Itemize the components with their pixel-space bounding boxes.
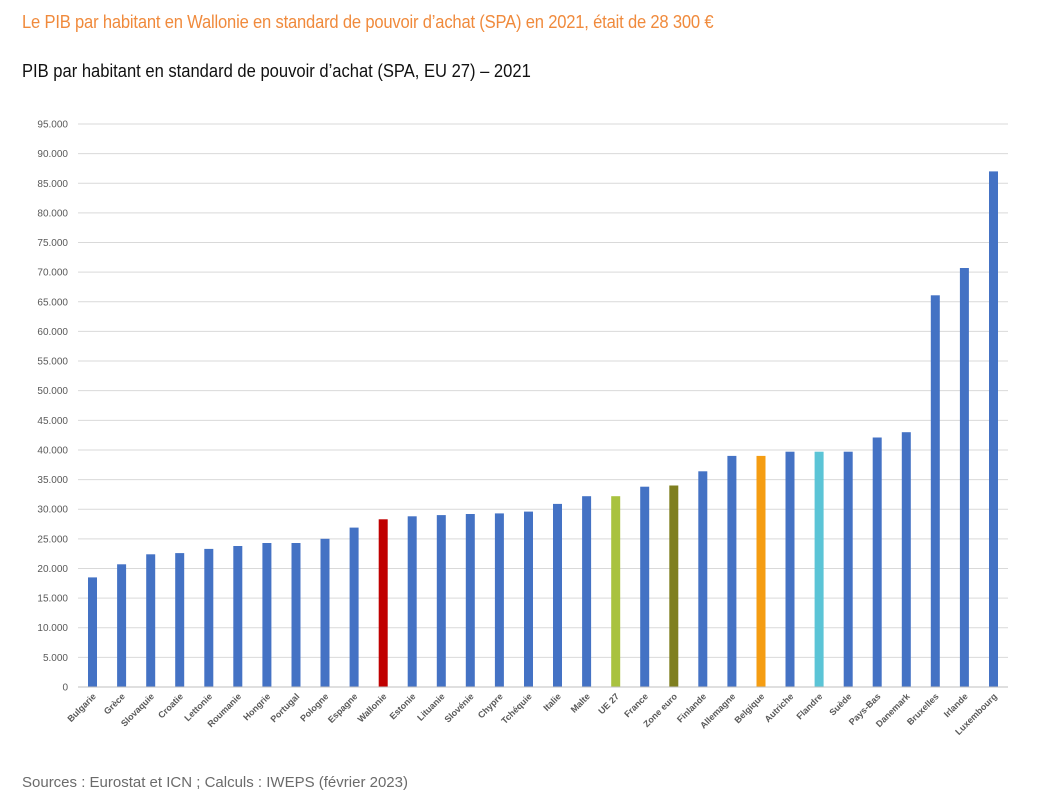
y-tick-label: 55.000 (37, 357, 68, 368)
bar-malte (582, 496, 592, 687)
bar-lituanie (436, 515, 446, 687)
x-tick-label: Flandre (794, 691, 824, 721)
bar-portugal (291, 543, 301, 687)
y-tick-label: 90.000 (37, 149, 68, 160)
x-tick-label: Espagne (326, 691, 360, 725)
x-tick-label: Italie (541, 691, 563, 713)
bar-suède (843, 451, 853, 687)
x-tick-label: Hongrie (241, 691, 272, 722)
x-tick-label: Grèce (102, 691, 127, 716)
bar-grèce (117, 564, 127, 687)
x-tick-label: Bruxelles (905, 691, 941, 727)
headline: Le PIB par habitant en Wallonie en stand… (22, 12, 714, 32)
y-tick-label: 60.000 (37, 327, 68, 338)
bar-flandre (814, 451, 824, 687)
source-note: Sources : Eurostat et ICN ; Calculs : IW… (22, 774, 408, 791)
bar-lettonie (204, 548, 214, 687)
gridlines (78, 123, 1008, 658)
bar-danemark (901, 432, 911, 687)
bar-italie (553, 503, 562, 687)
bar-luxembourg (989, 171, 998, 687)
x-tick-label: Chypre (476, 691, 505, 720)
bar-chypre (494, 513, 504, 687)
bar-estonie (407, 516, 417, 687)
y-tick-label: 35.000 (37, 475, 68, 486)
x-tick-label: Bulgarie (65, 691, 98, 724)
bars (88, 171, 998, 687)
x-tick-label: UE 27 (596, 691, 621, 716)
bar-chart: 0 5.000 10.000 15.000 20.000 25.000 30.000 35.0… (37, 120, 1008, 737)
y-tick-label: 30.000 (37, 505, 68, 516)
y-axis-ticks: 0 5.000 10.000 15.000 20.000 25.000 30.000 35.0… (37, 120, 68, 694)
y-tick-label: 15.000 (37, 594, 68, 605)
bar-tchéquie (524, 511, 533, 687)
x-tick-label: Estonie (388, 691, 418, 721)
chart-title: PIB par habitant en standard de pouvoir … (22, 61, 531, 81)
y-tick-label: 50.000 (37, 386, 68, 397)
bar-espagne (349, 527, 359, 687)
y-tick-label: 40.000 (37, 445, 68, 456)
y-tick-label: 20.000 (37, 564, 68, 575)
bar-zone-euro (669, 485, 679, 687)
bar-hongrie (262, 543, 272, 687)
x-tick-label: Croatie (156, 691, 185, 720)
bar-slovaquie (146, 554, 156, 687)
bar-wallonie (378, 519, 388, 687)
bar-finlande (698, 471, 708, 687)
bar-slovénie (465, 514, 475, 687)
bar-croatie (175, 553, 185, 687)
x-tick-label: Slovénie (443, 691, 476, 724)
y-tick-label: 85.000 (37, 179, 68, 190)
bar-bulgarie (88, 577, 97, 687)
x-tick-label: Belgique (732, 691, 766, 725)
y-tick-label: 5.000 (43, 653, 68, 664)
x-tick-label: Irlande (942, 691, 970, 719)
bar-irlande (959, 268, 969, 687)
bar-france (640, 486, 650, 687)
bar-pays-bas (872, 437, 882, 687)
x-tick-label: Tchéquie (499, 691, 534, 726)
x-tick-label: France (622, 691, 650, 719)
y-tick-label: 80.000 (37, 208, 68, 219)
y-tick-label: 65.000 (37, 297, 68, 308)
bar-ue-27 (611, 496, 621, 687)
bar-allemagne (727, 455, 737, 687)
bar-pologne (320, 538, 330, 687)
y-tick-label: 10.000 (37, 623, 68, 634)
y-tick-label: 25.000 (37, 534, 68, 545)
y-tick-label: 95.000 (37, 120, 68, 131)
x-tick-label: Autriche (763, 691, 796, 724)
x-tick-label: Suède (827, 691, 853, 717)
bar-bruxelles (930, 295, 940, 687)
y-tick-label: 45.000 (37, 416, 68, 427)
bar-autriche (785, 451, 795, 687)
bar-belgique (756, 455, 766, 687)
y-tick-label: 75.000 (37, 238, 68, 249)
x-tick-label: Wallonie (356, 691, 389, 724)
x-tick-label: Portugal (268, 691, 301, 724)
y-tick-label: 70.000 (37, 268, 68, 279)
bar-roumanie (233, 546, 243, 687)
x-tick-label: Malte (569, 691, 592, 714)
y-tick-label: 0 (62, 683, 68, 694)
